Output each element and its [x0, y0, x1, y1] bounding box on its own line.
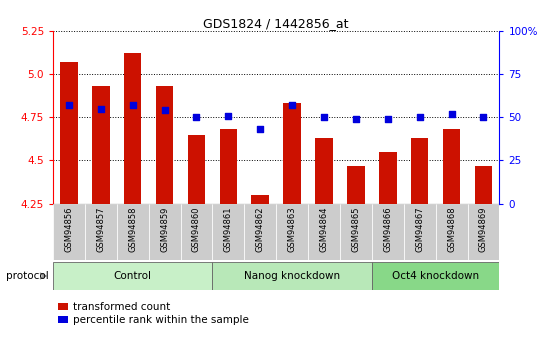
Text: GSM94869: GSM94869 [479, 206, 488, 252]
Bar [181, 204, 213, 260]
Bar [379, 152, 397, 204]
Bar [124, 53, 142, 204]
Point [97, 106, 105, 111]
Bar [315, 138, 333, 204]
Text: GSM94859: GSM94859 [160, 206, 169, 252]
Text: Oct4 knockdown: Oct4 knockdown [392, 271, 479, 281]
Bar [340, 204, 372, 260]
Bar [411, 138, 429, 204]
Point [65, 102, 74, 108]
Bar [220, 129, 237, 204]
Point [479, 115, 488, 120]
Legend: transformed count, percentile rank within the sample: transformed count, percentile rank withi… [58, 302, 249, 325]
Text: GSM94862: GSM94862 [256, 206, 264, 252]
Bar [156, 86, 174, 204]
Bar [148, 204, 181, 260]
Point [352, 116, 360, 122]
Title: GDS1824 / 1442856_at: GDS1824 / 1442856_at [204, 17, 349, 30]
Bar [213, 204, 244, 260]
Point [383, 116, 392, 122]
Bar [404, 204, 436, 260]
Bar [85, 204, 117, 260]
Bar [53, 204, 85, 260]
Text: GSM94867: GSM94867 [415, 206, 424, 252]
Point [288, 102, 297, 108]
Text: GSM94865: GSM94865 [352, 206, 360, 252]
Text: GSM94857: GSM94857 [97, 206, 105, 252]
Bar [53, 262, 213, 290]
Bar [187, 135, 205, 204]
Text: Control: Control [114, 271, 152, 281]
Bar [475, 166, 492, 204]
Bar [283, 104, 301, 204]
Bar [252, 195, 269, 204]
Point [447, 111, 456, 117]
Text: GSM94868: GSM94868 [447, 206, 456, 252]
Bar [443, 129, 460, 204]
Bar [372, 204, 404, 260]
Text: GSM94861: GSM94861 [224, 206, 233, 252]
Bar [117, 204, 148, 260]
Bar [213, 262, 372, 290]
Text: Nanog knockdown: Nanog knockdown [244, 271, 340, 281]
Bar [347, 166, 365, 204]
Point [128, 102, 137, 108]
Point [224, 113, 233, 118]
Text: GSM94863: GSM94863 [288, 206, 297, 252]
Point [192, 115, 201, 120]
Point [256, 127, 264, 132]
Text: GSM94864: GSM94864 [320, 206, 329, 252]
Text: GSM94858: GSM94858 [128, 206, 137, 252]
Bar [436, 204, 468, 260]
Bar [60, 62, 78, 204]
Point [415, 115, 424, 120]
Bar [244, 204, 276, 260]
Point [160, 108, 169, 113]
Bar [92, 86, 109, 204]
Bar [308, 204, 340, 260]
Point [320, 115, 329, 120]
Text: GSM94860: GSM94860 [192, 206, 201, 252]
Text: GSM94856: GSM94856 [65, 206, 74, 252]
Bar [372, 262, 499, 290]
Text: protocol: protocol [6, 271, 49, 281]
Bar [468, 204, 499, 260]
Text: GSM94866: GSM94866 [383, 206, 392, 252]
Bar [276, 204, 308, 260]
